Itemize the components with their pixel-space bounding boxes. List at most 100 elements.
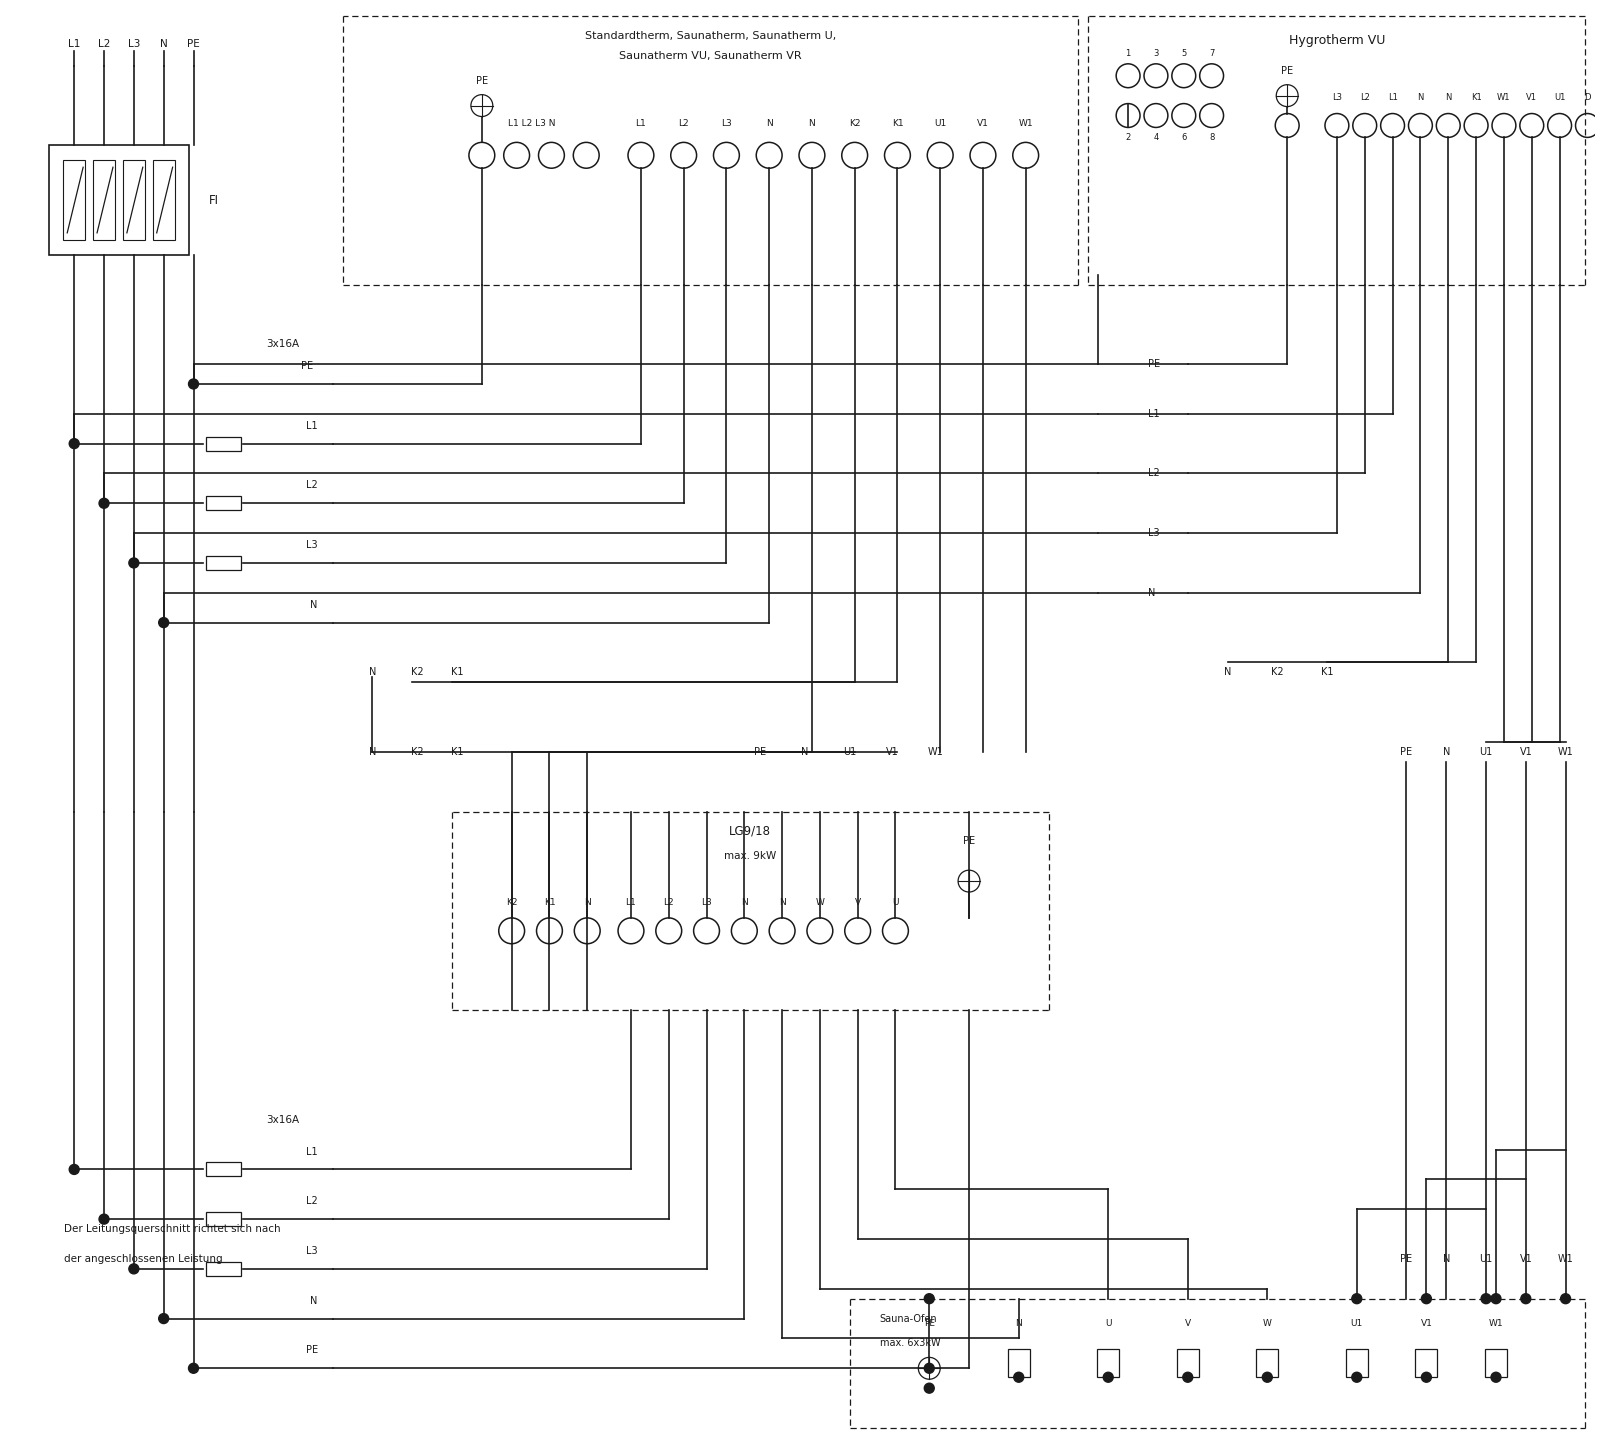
Text: K1: K1: [1320, 668, 1333, 677]
Text: L2: L2: [306, 481, 318, 491]
Bar: [206, 1212, 240, 1225]
Text: max. 6x3kW: max. 6x3kW: [880, 1339, 941, 1349]
Text: PE: PE: [306, 1346, 318, 1355]
Text: U1: U1: [934, 119, 946, 128]
Text: L3: L3: [1331, 93, 1342, 102]
Bar: [64, 160, 85, 240]
Bar: [1098, 1349, 1118, 1378]
Text: L1: L1: [1387, 93, 1397, 102]
Text: K1: K1: [451, 668, 464, 677]
Bar: [206, 1262, 240, 1276]
Text: N: N: [1443, 1255, 1450, 1263]
Circle shape: [1482, 1294, 1491, 1304]
Text: V: V: [1184, 1318, 1190, 1329]
Bar: [206, 1163, 240, 1176]
Circle shape: [1352, 1294, 1362, 1304]
Circle shape: [1491, 1372, 1501, 1382]
Text: K2: K2: [506, 899, 517, 908]
Text: LG9/18: LG9/18: [730, 825, 771, 838]
Text: U: U: [893, 899, 899, 908]
Text: N: N: [310, 600, 318, 610]
Circle shape: [925, 1384, 934, 1392]
Text: 3: 3: [1154, 49, 1158, 58]
Text: V1: V1: [978, 119, 989, 128]
Text: PE: PE: [475, 76, 488, 86]
Text: L1: L1: [69, 39, 80, 49]
Circle shape: [925, 1363, 934, 1374]
Text: L2: L2: [306, 1196, 318, 1207]
Text: PE: PE: [1282, 65, 1293, 76]
Circle shape: [130, 558, 139, 568]
Text: PE: PE: [1147, 359, 1160, 369]
Text: W1: W1: [928, 746, 942, 756]
Text: L1 L2 L3 N: L1 L2 L3 N: [507, 119, 555, 128]
Text: D: D: [1584, 93, 1590, 102]
Text: 8: 8: [1210, 134, 1214, 142]
Circle shape: [1491, 1294, 1501, 1304]
Text: Saunatherm VU, Saunatherm VR: Saunatherm VU, Saunatherm VR: [619, 51, 802, 61]
Circle shape: [1262, 1372, 1272, 1382]
Circle shape: [1421, 1372, 1432, 1382]
Bar: [1416, 1349, 1437, 1378]
Bar: [1178, 1349, 1198, 1378]
Text: N: N: [1147, 588, 1155, 598]
Text: N: N: [1443, 746, 1450, 756]
Text: W1: W1: [1488, 1318, 1504, 1329]
Text: 4: 4: [1154, 134, 1158, 142]
Circle shape: [1182, 1372, 1192, 1382]
Text: N: N: [741, 899, 747, 908]
Text: Sauna-Ofen: Sauna-Ofen: [880, 1314, 938, 1324]
Text: N: N: [584, 899, 590, 908]
Circle shape: [130, 1263, 139, 1273]
Bar: [1008, 1349, 1030, 1378]
Text: FI: FI: [208, 193, 219, 206]
Text: L3: L3: [701, 899, 712, 908]
Text: L1: L1: [306, 421, 318, 431]
Text: L3: L3: [306, 540, 318, 550]
Text: L1: L1: [306, 1147, 318, 1157]
Text: K2: K2: [1270, 668, 1283, 677]
Circle shape: [189, 1363, 198, 1374]
Text: PE: PE: [923, 1318, 934, 1329]
Text: W: W: [1262, 1318, 1272, 1329]
Text: L2: L2: [98, 39, 110, 49]
Text: N: N: [808, 119, 816, 128]
Text: PE: PE: [963, 836, 974, 847]
Text: U1: U1: [1480, 746, 1493, 756]
Bar: [206, 556, 240, 569]
Text: max. 9kW: max. 9kW: [725, 851, 776, 861]
Text: PE: PE: [754, 746, 766, 756]
Text: N: N: [1016, 1318, 1022, 1329]
Text: K2: K2: [411, 746, 424, 756]
Circle shape: [158, 1314, 168, 1324]
Text: U1: U1: [1554, 93, 1565, 102]
Text: L3: L3: [306, 1246, 318, 1256]
Text: W1: W1: [1498, 93, 1510, 102]
Text: N: N: [1445, 93, 1451, 102]
Text: K2: K2: [411, 668, 424, 677]
Text: L1: L1: [626, 899, 637, 908]
Text: N: N: [368, 668, 376, 677]
Circle shape: [1421, 1294, 1432, 1304]
Text: U1: U1: [843, 746, 856, 756]
Text: V1: V1: [886, 746, 899, 756]
Text: L1: L1: [635, 119, 646, 128]
Text: L3: L3: [722, 119, 731, 128]
Text: V1: V1: [1526, 93, 1538, 102]
Text: 3x16A: 3x16A: [267, 340, 299, 348]
Text: W: W: [816, 899, 824, 908]
Circle shape: [1560, 1294, 1571, 1304]
Text: N: N: [368, 746, 376, 756]
Circle shape: [1104, 1372, 1114, 1382]
Bar: [1346, 1349, 1368, 1378]
Text: 5: 5: [1181, 49, 1187, 58]
Text: N: N: [779, 899, 786, 908]
Text: V1: V1: [1421, 1318, 1432, 1329]
Text: V1: V1: [1520, 1255, 1533, 1263]
Text: N: N: [160, 39, 168, 49]
Text: K1: K1: [891, 119, 904, 128]
Bar: [206, 497, 240, 510]
Text: N: N: [766, 119, 773, 128]
Text: L2: L2: [1147, 469, 1160, 479]
Text: V1: V1: [1520, 746, 1533, 756]
